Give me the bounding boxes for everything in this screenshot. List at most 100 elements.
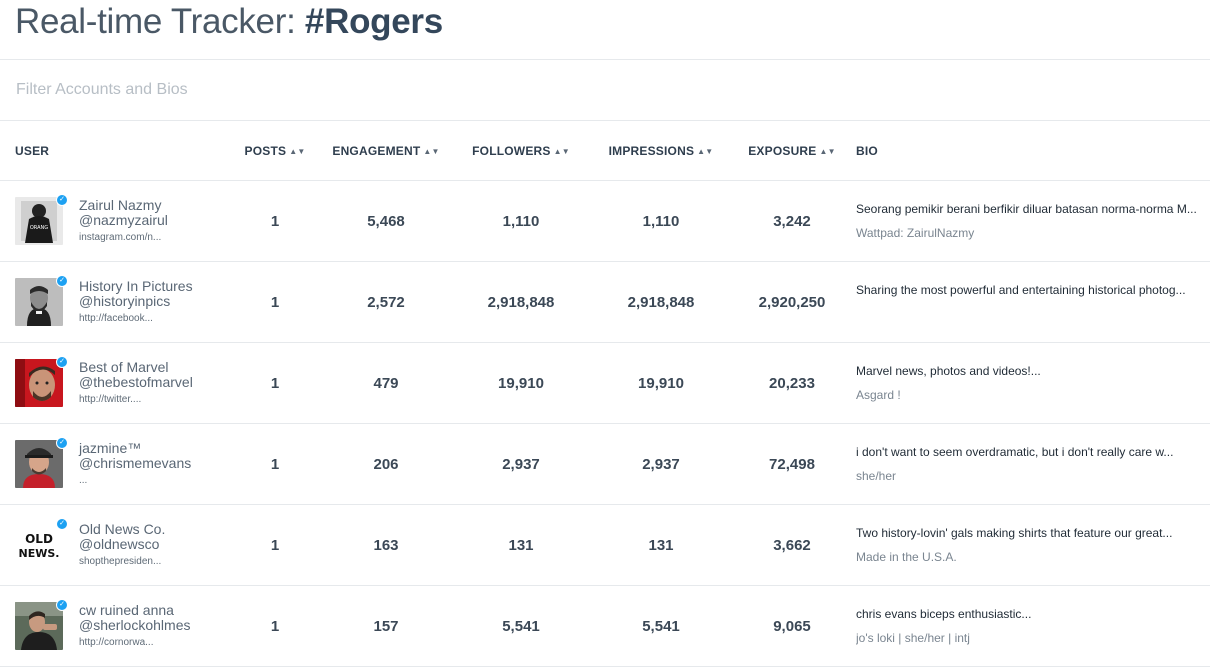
svg-text:ORANG: ORANG — [30, 225, 48, 231]
user-name[interactable]: jazmine™ — [79, 440, 142, 456]
user-handle[interactable]: @sherlockohlmes — [79, 617, 191, 633]
bio-text: Sharing the most powerful and entertaini… — [856, 283, 1186, 297]
user-handle[interactable]: @chrismemevans — [79, 455, 192, 471]
bio-subtext: Made in the U.S.A. — [856, 550, 957, 564]
engagement-value: 5,468 — [318, 180, 454, 262]
avatar[interactable] — [15, 278, 63, 326]
filter-bar — [0, 60, 1210, 121]
twitter-bird-icon: ✓ — [56, 599, 68, 611]
followers-value: 19,910 — [454, 342, 588, 424]
title-bar: Real-time Tracker: #Rogers — [0, 0, 1210, 60]
impressions-value: 2,937 — [588, 423, 734, 505]
bio-text: chris evans biceps enthusiastic... — [856, 607, 1032, 621]
followers-value: 1,110 — [454, 180, 588, 262]
user-link[interactable]: http://facebook... — [79, 313, 153, 324]
page-title: Real-time Tracker: #Rogers — [15, 2, 443, 42]
posts-value: 1 — [232, 585, 318, 667]
user-link[interactable]: shopthepresiden... — [79, 556, 162, 567]
logo-text: OLD — [25, 532, 53, 546]
bio-subtext: jo's loki | she/her | intj — [856, 631, 970, 645]
avatar[interactable] — [15, 359, 63, 407]
bio-subtext: she/her — [856, 469, 897, 483]
avatar[interactable] — [15, 440, 63, 488]
user-handle[interactable]: @historyinpics — [79, 293, 171, 309]
exposure-value: 3,242 — [734, 180, 850, 262]
bio-subtext: Asgard ! — [856, 388, 901, 402]
sort-arrows-icon[interactable]: ▲▼ — [697, 146, 714, 156]
user-handle[interactable]: @oldnewsco — [79, 536, 160, 552]
column-header-engagement[interactable]: ENGAGEMENT ▲▼ — [318, 121, 454, 181]
bio-text: i don't want to seem overdramatic, but i… — [856, 445, 1174, 459]
table-row[interactable]: ORANG ✓ Zairul Nazmy @nazmyzairul instag… — [0, 180, 1210, 262]
user-handle[interactable]: @nazmyzairul — [79, 212, 168, 228]
followers-value: 2,918,848 — [454, 261, 588, 343]
column-header-bio: BIO — [850, 121, 1210, 181]
user-name[interactable]: Best of Marvel — [79, 359, 169, 375]
accounts-table: USER POSTS ▲▼ ENGAGEMENT ▲▼ FOLLOWERS ▲▼ IM… — [0, 121, 1210, 667]
page-title-hashtag: #Rogers — [304, 2, 443, 41]
followers-value: 5,541 — [454, 585, 588, 667]
exposure-value: 20,233 — [734, 342, 850, 424]
user-link[interactable]: ... — [79, 475, 88, 486]
avatar[interactable]: ORANG — [15, 197, 63, 245]
sort-arrows-icon[interactable]: ▲▼ — [553, 146, 570, 156]
twitter-bird-icon: ✓ — [56, 356, 68, 368]
sort-arrows-icon[interactable]: ▲▼ — [819, 146, 836, 156]
user-link[interactable]: http://cornorwa... — [79, 637, 154, 648]
bio-text: Seorang pemikir berani berfikir diluar b… — [856, 202, 1197, 216]
page-title-prefix: Real-time Tracker: — [15, 2, 305, 41]
column-header-exposure[interactable]: EXPOSURE ▲▼ — [734, 121, 850, 181]
svg-text:NEWS.: NEWS. — [19, 547, 60, 560]
table-row[interactable]: ✓ cw ruined anna @sherlockohlmes http://… — [0, 585, 1210, 667]
exposure-value: 72,498 — [734, 423, 850, 505]
posts-value: 1 — [232, 423, 318, 505]
engagement-value: 206 — [318, 423, 454, 505]
sort-arrows-icon[interactable]: ▲▼ — [423, 146, 440, 156]
impressions-value: 2,918,848 — [588, 261, 734, 343]
user-name[interactable]: Old News Co. — [79, 521, 166, 537]
user-link[interactable]: instagram.com/n... — [79, 232, 162, 243]
user-name[interactable]: History In Pictures — [79, 278, 193, 294]
followers-value: 131 — [454, 504, 588, 586]
impressions-value: 131 — [588, 504, 734, 586]
user-name[interactable]: Zairul Nazmy — [79, 197, 162, 213]
sort-arrows-icon[interactable]: ▲▼ — [289, 146, 306, 156]
posts-value: 1 — [232, 261, 318, 343]
engagement-value: 163 — [318, 504, 454, 586]
bio-subtext — [856, 307, 1208, 321]
bio-subtext: Wattpad: ZairulNazmy — [856, 226, 975, 240]
table-row[interactable]: ✓ jazmine™ @chrismemevans ... 1 206 2,93… — [0, 423, 1210, 505]
followers-value: 2,937 — [454, 423, 588, 505]
column-header-followers[interactable]: FOLLOWERS ▲▼ — [454, 121, 588, 181]
table-row[interactable]: ✓ History In Pictures @historyinpics htt… — [0, 261, 1210, 343]
bio-text: Two history-lovin' gals making shirts th… — [856, 526, 1173, 540]
table-header-row: USER POSTS ▲▼ ENGAGEMENT ▲▼ FOLLOWERS ▲▼ IM… — [0, 121, 1210, 181]
impressions-value: 5,541 — [588, 585, 734, 667]
bio-text: Marvel news, photos and videos!... — [856, 364, 1041, 378]
twitter-bird-icon: ✓ — [56, 275, 68, 287]
table-row[interactable]: OLD NEWS. ✓ Old News Co. @oldnewsco shopt… — [0, 504, 1210, 586]
exposure-value: 9,065 — [734, 585, 850, 667]
filter-input[interactable] — [16, 79, 616, 101]
posts-value: 1 — [232, 504, 318, 586]
twitter-bird-icon: ✓ — [56, 518, 68, 530]
avatar[interactable] — [15, 602, 63, 650]
impressions-value: 19,910 — [588, 342, 734, 424]
user-handle[interactable]: @thebestofmarvel — [79, 374, 193, 390]
impressions-value: 1,110 — [588, 180, 734, 262]
avatar[interactable]: OLD NEWS. — [15, 521, 63, 569]
user-link[interactable]: http://twitter.... — [79, 394, 142, 405]
column-header-posts[interactable]: POSTS ▲▼ — [232, 121, 318, 181]
engagement-value: 2,572 — [318, 261, 454, 343]
twitter-bird-icon: ✓ — [56, 437, 68, 449]
column-header-impressions[interactable]: IMPRESSIONS ▲▼ — [588, 121, 734, 181]
column-header-user: USER — [0, 121, 232, 181]
twitter-bird-icon: ✓ — [56, 194, 68, 206]
exposure-value: 2,920,250 — [734, 261, 850, 343]
user-name[interactable]: cw ruined anna — [79, 602, 174, 618]
engagement-value: 157 — [318, 585, 454, 667]
engagement-value: 479 — [318, 342, 454, 424]
posts-value: 1 — [232, 342, 318, 424]
posts-value: 1 — [232, 180, 318, 262]
table-row[interactable]: ✓ Best of Marvel @thebestofmarvel http:/… — [0, 342, 1210, 424]
